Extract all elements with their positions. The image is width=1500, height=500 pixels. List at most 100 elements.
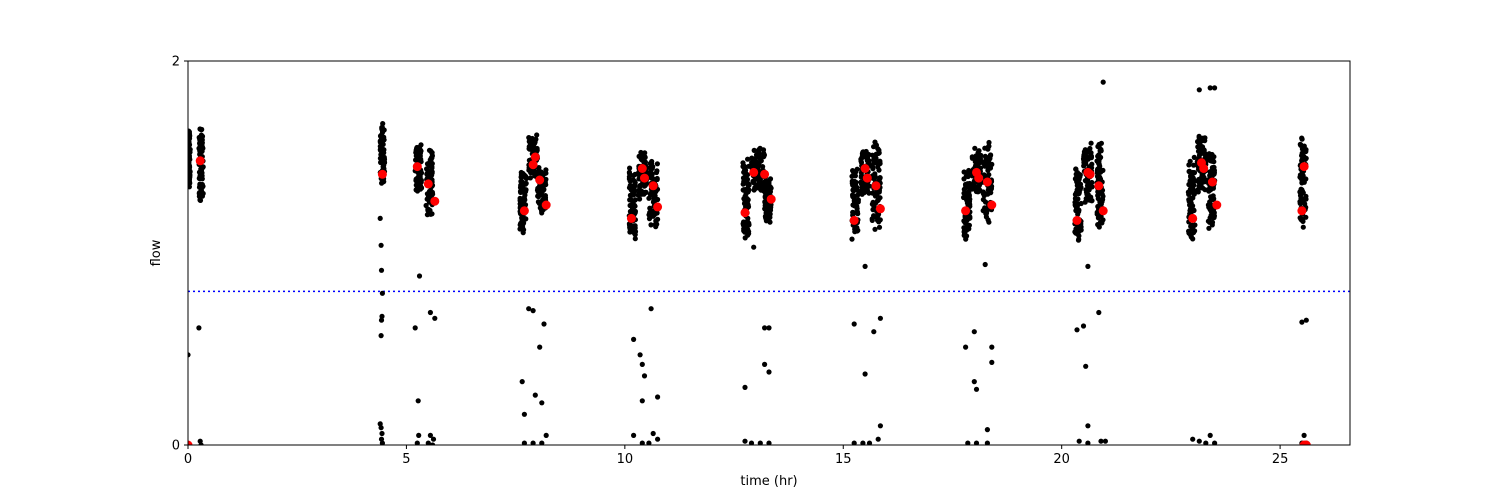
raw-data-point bbox=[379, 430, 385, 437]
raw-data-point bbox=[849, 236, 855, 242]
mean-data-point bbox=[430, 196, 440, 206]
x-tick-label: 5 bbox=[402, 452, 410, 467]
raw-data-point bbox=[1186, 168, 1192, 175]
raw-data-point bbox=[532, 392, 538, 398]
mean-data-point bbox=[740, 208, 750, 218]
raw-data-point bbox=[1212, 440, 1218, 445]
raw-data-point bbox=[1298, 142, 1304, 148]
raw-data-point bbox=[866, 440, 873, 445]
raw-data-point bbox=[966, 189, 972, 195]
raw-data-point bbox=[188, 128, 192, 134]
raw-data-point bbox=[742, 235, 748, 241]
raw-data-point bbox=[851, 440, 857, 445]
raw-data-point bbox=[630, 172, 637, 179]
raw-data-point bbox=[631, 336, 637, 342]
mean-data-point bbox=[862, 173, 872, 183]
raw-data-point bbox=[853, 179, 859, 185]
raw-data-point bbox=[1203, 440, 1209, 445]
mean-data-point bbox=[749, 167, 759, 177]
raw-data-point bbox=[1301, 153, 1307, 159]
raw-data-point bbox=[655, 394, 661, 400]
raw-data-point bbox=[971, 329, 977, 335]
raw-data-point bbox=[199, 176, 205, 182]
raw-data-point bbox=[412, 325, 418, 331]
raw-data-point bbox=[1087, 150, 1093, 156]
raw-data-point bbox=[850, 187, 856, 193]
raw-data-point bbox=[762, 325, 768, 331]
x-axis-label: time (hr) bbox=[740, 474, 797, 489]
raw-data-point bbox=[877, 315, 884, 321]
raw-data-point bbox=[1187, 206, 1194, 212]
raw-data-point bbox=[854, 228, 860, 234]
mean-data-point bbox=[530, 152, 540, 162]
raw-data-point bbox=[629, 192, 635, 198]
mean-data-point bbox=[1212, 200, 1222, 210]
raw-data-point bbox=[1209, 194, 1215, 200]
raw-data-point bbox=[416, 432, 422, 438]
raw-data-point bbox=[973, 386, 980, 392]
raw-data-point bbox=[986, 190, 992, 196]
raw-data-point bbox=[757, 145, 763, 151]
raw-data-point bbox=[877, 217, 883, 223]
raw-data-point bbox=[766, 369, 772, 375]
raw-data-point bbox=[1100, 193, 1106, 199]
raw-data-point bbox=[1303, 317, 1309, 323]
raw-data-point bbox=[973, 440, 980, 445]
raw-data-point bbox=[745, 215, 751, 221]
raw-data-point bbox=[972, 145, 978, 151]
mean-data-point bbox=[875, 204, 885, 214]
raw-data-point bbox=[1207, 85, 1213, 91]
mean-data-point bbox=[1098, 206, 1108, 216]
raw-data-point bbox=[1299, 216, 1305, 222]
x-tick-label: 15 bbox=[835, 452, 852, 467]
raw-data-point bbox=[981, 161, 987, 167]
mean-data-point bbox=[535, 175, 545, 185]
raw-data-point bbox=[196, 325, 202, 331]
raw-data-point bbox=[430, 436, 437, 442]
mean-data-point bbox=[760, 169, 770, 179]
raw-data-point bbox=[521, 440, 527, 445]
x-tick-label: 25 bbox=[1272, 452, 1289, 467]
raw-data-point bbox=[876, 224, 883, 230]
mean-data-point bbox=[653, 202, 663, 212]
raw-data-point bbox=[188, 179, 192, 185]
raw-data-point bbox=[380, 121, 386, 127]
raw-data-point bbox=[519, 379, 525, 385]
mean-data-point bbox=[188, 440, 193, 445]
raw-data-point bbox=[872, 139, 878, 145]
raw-data-point bbox=[1078, 200, 1084, 207]
raw-data-point bbox=[1302, 201, 1308, 207]
raw-data-point bbox=[766, 440, 772, 445]
raw-data-point bbox=[1096, 161, 1102, 167]
raw-data-point bbox=[517, 195, 523, 201]
raw-data-point bbox=[526, 306, 532, 312]
mean-data-point bbox=[1207, 177, 1217, 187]
raw-data-point bbox=[1085, 192, 1091, 198]
raw-data-point bbox=[429, 170, 435, 176]
raw-data-point bbox=[197, 181, 203, 187]
raw-data-point bbox=[1096, 309, 1102, 316]
raw-data-point bbox=[1200, 135, 1206, 141]
raw-data-point bbox=[742, 384, 748, 390]
raw-data-point bbox=[418, 142, 424, 148]
raw-data-point bbox=[1190, 176, 1196, 182]
raw-data-point bbox=[650, 430, 656, 437]
raw-data-point bbox=[984, 155, 990, 161]
mean-data-point bbox=[766, 194, 776, 204]
raw-data-point bbox=[526, 135, 532, 141]
raw-data-point bbox=[855, 192, 861, 198]
mean-data-point bbox=[423, 179, 433, 189]
raw-data-point bbox=[1087, 145, 1093, 152]
mean-data-point bbox=[1199, 164, 1209, 173]
raw-data-point bbox=[425, 440, 431, 445]
mean-data-point bbox=[1094, 181, 1104, 191]
raw-data-point bbox=[869, 152, 876, 158]
raw-data-point bbox=[873, 155, 879, 161]
raw-data-point bbox=[1212, 85, 1218, 91]
raw-data-point bbox=[1088, 140, 1094, 146]
raw-data-point bbox=[963, 227, 970, 233]
raw-data-point bbox=[850, 168, 856, 174]
raw-data-point bbox=[869, 201, 876, 207]
